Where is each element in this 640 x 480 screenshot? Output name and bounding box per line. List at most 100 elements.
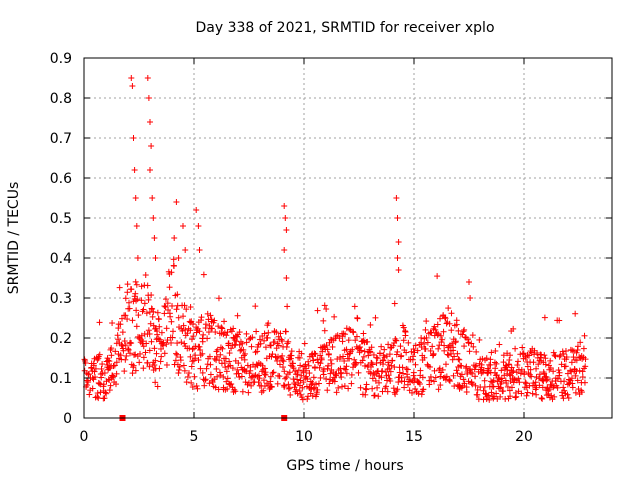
data-point [492,347,499,354]
data-point [145,327,152,334]
x-tick-label: 15 [405,429,423,445]
data-point [125,345,132,352]
data-point [453,367,460,374]
data-point [385,372,392,379]
data-point [343,370,350,377]
data-point [101,370,108,377]
data-point [426,363,433,370]
data-point [117,321,124,328]
data-point [122,312,129,319]
data-point [122,295,129,302]
data-point [397,343,404,350]
data-point [463,363,470,370]
data-point [146,363,153,370]
data-point [348,380,355,387]
data-point [461,380,468,387]
data-point [131,293,138,300]
data-point [444,351,451,358]
data-point [518,390,525,397]
data-point [221,329,228,336]
data-point [257,340,264,347]
data-point [466,348,473,355]
data-point [199,369,206,376]
data-point [418,334,425,341]
data-point [367,348,374,355]
data-point [467,295,474,301]
data-point [500,388,507,395]
data-point [108,352,115,359]
data-point [303,367,310,374]
data-point [579,368,586,375]
data-point [309,380,316,387]
data-point [148,292,155,299]
y-tick-label: 0.8 [50,91,72,107]
data-point [276,373,283,380]
data-point [417,367,424,374]
data-point [550,368,557,375]
data-point [163,325,170,332]
data-point [519,344,526,351]
data-point [563,354,570,361]
data-point [523,380,530,387]
data-point [466,279,472,285]
y-tick-label: 0 [63,411,72,427]
data-point [451,353,458,360]
data-point [547,357,554,364]
data-point [267,342,274,349]
data-point [168,339,175,346]
data-point [441,342,448,349]
data-point [472,362,479,369]
data-point [536,371,543,378]
data-point [496,341,503,348]
data-point [325,351,332,358]
data-point [455,327,462,334]
data-point [556,317,563,324]
data-point [423,318,430,325]
data-point [542,355,549,362]
data-point [541,370,548,377]
data-point [100,381,107,388]
data-point [171,262,178,269]
data-point [497,384,504,391]
data-point [144,75,151,81]
data-point [115,336,122,343]
data-point [431,378,438,385]
data-point [506,357,513,364]
data-point [317,360,324,367]
data-point [282,375,289,382]
data-point [318,355,325,362]
data-point [556,369,563,376]
data-point [337,370,344,377]
data-point [532,379,539,386]
data-point [205,329,212,336]
data-point [215,295,222,302]
data-point [256,336,263,343]
data-point [479,355,486,362]
data-point [458,362,465,369]
data-point [422,345,429,352]
data-point [129,317,136,324]
data-point [573,357,580,364]
data-point [345,385,352,392]
data-point [393,195,400,201]
data-point [293,386,300,393]
data-point [325,362,332,369]
data-point [314,386,321,393]
data-point [327,356,334,363]
data-point [374,355,381,362]
data-point [434,273,441,280]
data-point [448,310,455,317]
data-point [154,383,161,390]
data-point [202,376,209,383]
data-point [541,314,548,321]
data-point [132,367,139,374]
data-point [394,386,401,393]
data-point [378,374,385,381]
data-point [574,343,581,350]
data-point [369,361,376,368]
data-point [341,383,348,390]
data-point [512,345,519,352]
data-point [385,341,392,348]
data-point [400,370,407,377]
data-point [547,364,554,371]
